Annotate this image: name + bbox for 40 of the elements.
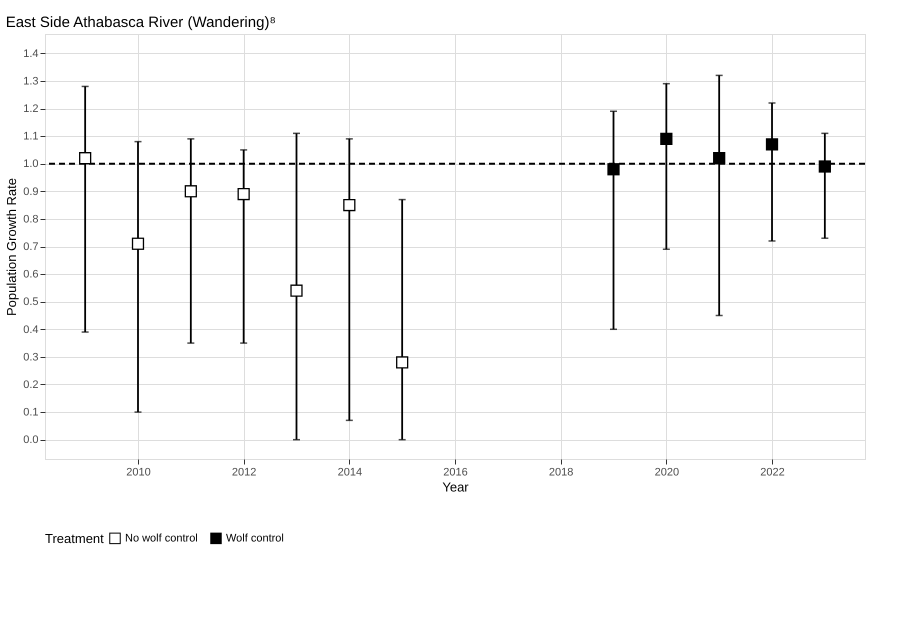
x-tick-label: 2018 — [548, 466, 574, 478]
x-tick-label: 2012 — [232, 466, 256, 478]
point — [607, 163, 620, 176]
y-tick-label: 0.2 — [23, 378, 38, 391]
point — [766, 138, 778, 151]
y-tick-label: 0.6 — [23, 268, 38, 281]
y-tick-label: 0.3 — [23, 351, 38, 364]
chart-title: East Side Athabasca River (Wandering)⁸ — [6, 14, 276, 31]
y-tick-label: 0.7 — [23, 241, 38, 253]
y-tick-label: 0.8 — [23, 213, 38, 226]
x-tick-label: 2014 — [338, 466, 362, 478]
point — [343, 198, 356, 212]
y-tick-label: 0.5 — [23, 296, 38, 308]
legend-label: Wolf control — [226, 532, 284, 544]
y-tick-label: 1.3 — [23, 75, 38, 88]
point — [290, 284, 303, 297]
point — [238, 188, 250, 200]
point — [132, 238, 144, 250]
y-tick-label: 1.4 — [23, 48, 38, 60]
x-tick-label: 2020 — [654, 466, 680, 478]
x-axis-title: Year — [442, 480, 470, 494]
y-tick-label: 0.4 — [23, 324, 38, 336]
point — [660, 132, 672, 145]
point — [713, 152, 726, 164]
y-tick-label: 0.1 — [23, 406, 38, 419]
y-axis-title: Population Growth Rate — [4, 178, 20, 316]
point — [184, 185, 197, 198]
point — [396, 356, 408, 369]
point — [79, 152, 92, 164]
y-tick-label: 0.0 — [23, 434, 38, 446]
x-tick-label: 2016 — [443, 466, 468, 478]
y-tick-label: 1.1 — [23, 130, 38, 143]
legend-label: No wolf control — [125, 532, 198, 544]
y-tick-label: 1.2 — [23, 103, 38, 116]
y-tick-label: 0.9 — [23, 186, 38, 198]
point — [818, 160, 831, 173]
x-tick-label: 2022 — [760, 466, 785, 478]
legend-title: Treatment — [45, 531, 104, 546]
y-tick-label: 1.0 — [23, 158, 38, 170]
x-tick-label: 2010 — [126, 466, 151, 478]
